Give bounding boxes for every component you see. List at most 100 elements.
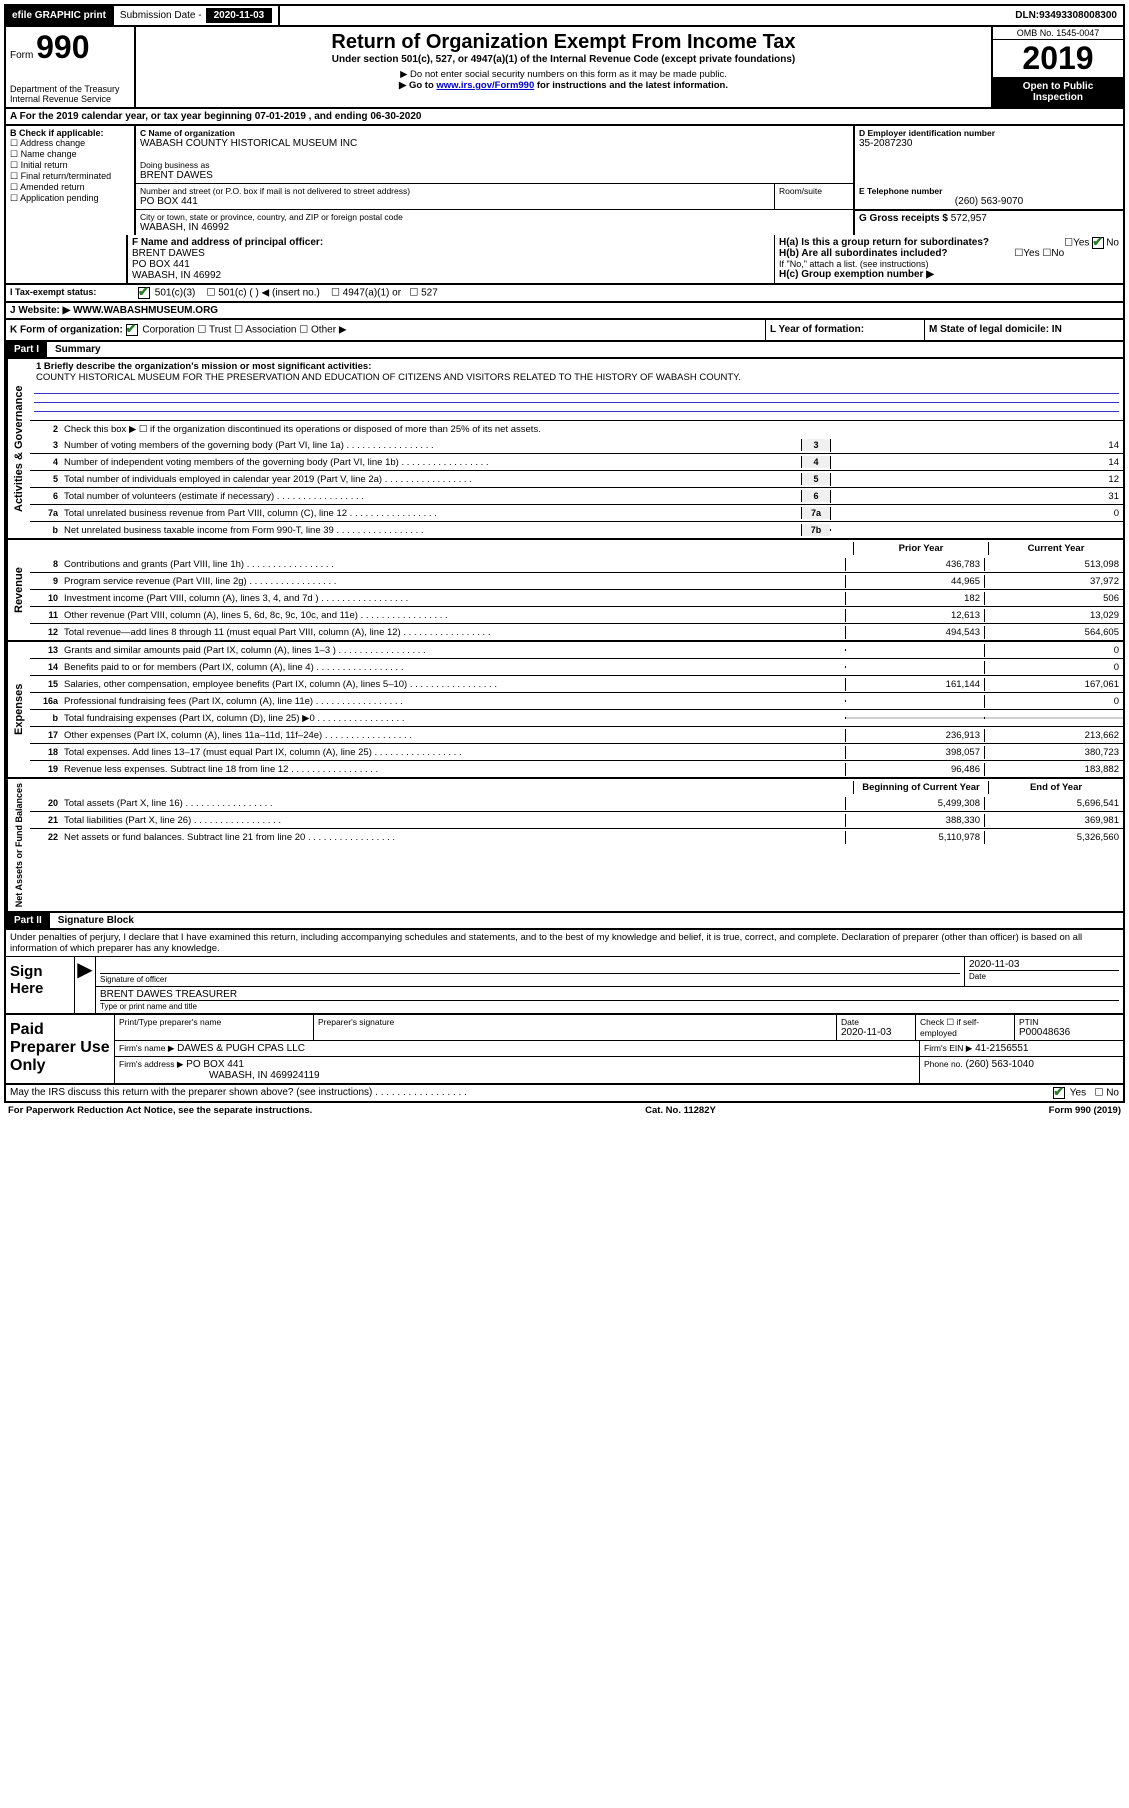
section-de: D Employer identification number 35-2087… xyxy=(853,126,1123,184)
side-expenses: Expenses xyxy=(6,642,30,777)
submission-label: Submission Date - xyxy=(120,10,202,21)
gov-line-3: 3 Number of voting members of the govern… xyxy=(30,437,1123,453)
check-final[interactable]: ☐ Final return/terminated xyxy=(10,171,130,182)
gov-line-4: 4 Number of independent voting members o… xyxy=(30,453,1123,470)
section-c-col: C Name of organization WABASH COUNTY HIS… xyxy=(134,126,1123,235)
section-l: L Year of formation: xyxy=(765,320,924,340)
check-label: Application pending xyxy=(20,193,99,203)
check-pending[interactable]: ☐ Application pending xyxy=(10,193,130,204)
line-b: b Total fundraising expenses (Part IX, c… xyxy=(30,709,1123,726)
line1: 1 Briefly describe the organization's mi… xyxy=(30,359,1123,385)
gross-label: G Gross receipts $ xyxy=(859,213,951,224)
officer-type-label: Type or print name and title xyxy=(100,1000,1119,1011)
officer-name: BRENT DAWES TREASURER xyxy=(100,989,1119,1000)
firm-addr: PO BOX 441 xyxy=(186,1059,244,1070)
website-label: J Website: ▶ xyxy=(10,305,73,316)
prep-name-label: Print/Type preparer's name xyxy=(119,1017,309,1027)
governance-section: Activities & Governance 1 Briefly descri… xyxy=(4,359,1125,540)
rule-line xyxy=(34,402,1119,403)
principal-addr: PO BOX 441 WABASH, IN 46992 xyxy=(132,259,221,281)
irs-link[interactable]: www.irs.gov/Form990 xyxy=(436,80,534,91)
expenses-body: 13 Grants and similar amounts paid (Part… xyxy=(30,642,1123,777)
section-h: H(a) Is this a group return for subordin… xyxy=(774,235,1123,283)
sig-date-value: 2020-11-03 xyxy=(969,959,1119,970)
hc-label: H(c) Group exemption number ▶ xyxy=(779,269,1119,280)
discuss-yes: Yes xyxy=(1070,1088,1086,1099)
opt-4947: 4947(a)(1) or xyxy=(343,288,401,299)
spacer xyxy=(6,235,126,283)
part1-title: Summary xyxy=(47,342,109,357)
firm-ein-cell: Firm's EIN ▶ 41-2156551 xyxy=(920,1041,1123,1056)
org-name: WABASH COUNTY HISTORICAL MUSEUM INC xyxy=(140,138,849,149)
line-22: 22 Net assets or fund balances. Subtract… xyxy=(30,828,1123,845)
header-row: Beginning of Current Year End of Year xyxy=(30,779,1123,795)
gross-value: 572,957 xyxy=(951,213,987,224)
form-title: Return of Organization Exempt From Incom… xyxy=(140,31,987,54)
side-netassets: Net Assets or Fund Balances xyxy=(6,779,30,911)
form-subtitle: Under section 501(c), 527, or 4947(a)(1)… xyxy=(140,54,987,65)
prep-check-label: Check ☐ if self-employed xyxy=(920,1017,1010,1038)
line-18: 18 Total expenses. Add lines 13–17 (must… xyxy=(30,743,1123,760)
street-label: Number and street (or P.O. box if mail i… xyxy=(140,186,770,196)
tax-year: 2019 xyxy=(993,40,1123,77)
501c3-check[interactable] xyxy=(138,287,150,299)
dln-label: DLN: xyxy=(1015,10,1039,21)
netassets-body: Beginning of Current Year End of Year 20… xyxy=(30,779,1123,911)
submission-date: Submission Date - 2020-11-03 xyxy=(114,6,280,25)
check-label: Amended return xyxy=(20,182,85,192)
org-name-label: C Name of organization xyxy=(140,128,849,138)
firm-ein: 41-2156551 xyxy=(975,1043,1028,1054)
efile-print-button[interactable]: efile GRAPHIC print xyxy=(6,6,114,25)
firm-addr-cell: Firm's address ▶ PO BOX 441 WABASH, IN 4… xyxy=(115,1057,920,1083)
opt-assoc: Association xyxy=(245,325,296,336)
form-number: 990 xyxy=(36,29,89,65)
check-amended[interactable]: ☐ Amended return xyxy=(10,182,130,193)
line-17: 17 Other expenses (Part IX, column (A), … xyxy=(30,726,1123,743)
ha-no-check[interactable] xyxy=(1092,237,1104,249)
principal-name: BRENT DAWES xyxy=(132,248,205,259)
check-initial[interactable]: ☐ Initial return xyxy=(10,160,130,171)
firm-addr-label: Firm's address ▶ xyxy=(119,1059,183,1069)
street-value: PO BOX 441 xyxy=(140,196,770,207)
paid-prep-label: Paid Preparer Use Only xyxy=(6,1015,115,1083)
goto-suffix: for instructions and the latest informat… xyxy=(537,80,728,91)
line-20: 20 Total assets (Part X, line 16) 5,499,… xyxy=(30,795,1123,811)
website-url: WWW.WABASHMUSEUM.ORG xyxy=(73,305,218,316)
prep-body: Print/Type preparer's name Preparer's si… xyxy=(115,1015,1123,1083)
submission-date-value: 2020-11-03 xyxy=(206,8,273,23)
sign-arrow-icon: ▶ xyxy=(75,957,96,1013)
prior-year-header: Prior Year xyxy=(853,542,988,555)
sign-body: Signature of officer 2020-11-03 Date BRE… xyxy=(96,957,1123,1013)
dln-value: 93493308008300 xyxy=(1039,10,1117,21)
officer-name-field: BRENT DAWES TREASURER Type or print name… xyxy=(96,987,1123,1013)
discuss-yes-check[interactable] xyxy=(1053,1087,1065,1099)
firm-city: WABASH, IN 469924119 xyxy=(209,1070,320,1081)
form-header: Form 990 Department of the Treasury Inte… xyxy=(4,27,1125,109)
declaration-text: Under penalties of perjury, I declare th… xyxy=(6,930,1123,957)
prep-name-cell: Print/Type preparer's name xyxy=(115,1015,314,1040)
sig-officer-field[interactable]: Signature of officer xyxy=(96,957,964,986)
corp-check[interactable] xyxy=(126,324,138,336)
top-bar: efile GRAPHIC print Submission Date - 20… xyxy=(4,4,1125,27)
opt-trust: Trust xyxy=(209,325,231,336)
check-name[interactable]: ☐ Name change xyxy=(10,149,130,160)
city-label: City or town, state or province, country… xyxy=(140,212,849,222)
section-b-label: B Check if applicable: xyxy=(10,128,130,138)
prep-date-cell: Date 2020-11-03 xyxy=(837,1015,916,1040)
section-f: F Name and address of principal officer:… xyxy=(126,235,774,283)
part2-header: Part II xyxy=(6,913,50,928)
prep-check-cell: Check ☐ if self-employed xyxy=(916,1015,1015,1040)
k-label: K Form of organization: xyxy=(10,325,123,336)
ptin-label: PTIN xyxy=(1019,1017,1119,1027)
prep-date-label: Date xyxy=(841,1017,911,1027)
part1-header-row: Part I Summary xyxy=(4,342,1125,359)
line2: 2 Check this box ▶ ☐ if the organization… xyxy=(30,420,1123,437)
sig-date-label: Date xyxy=(969,970,1119,981)
expenses-section: Expenses 13 Grants and similar amounts p… xyxy=(4,642,1125,779)
line1-label: 1 Briefly describe the organization's mi… xyxy=(36,361,371,372)
omb-number: OMB No. 1545-0047 xyxy=(993,27,1123,40)
check-address[interactable]: ☐ Address change xyxy=(10,138,130,149)
firm-phone-label: Phone no. xyxy=(924,1059,963,1069)
line-8: 8 Contributions and grants (Part VIII, l… xyxy=(30,556,1123,572)
firm-name-cell: Firm's name ▶ DAWES & PUGH CPAS LLC xyxy=(115,1041,920,1056)
